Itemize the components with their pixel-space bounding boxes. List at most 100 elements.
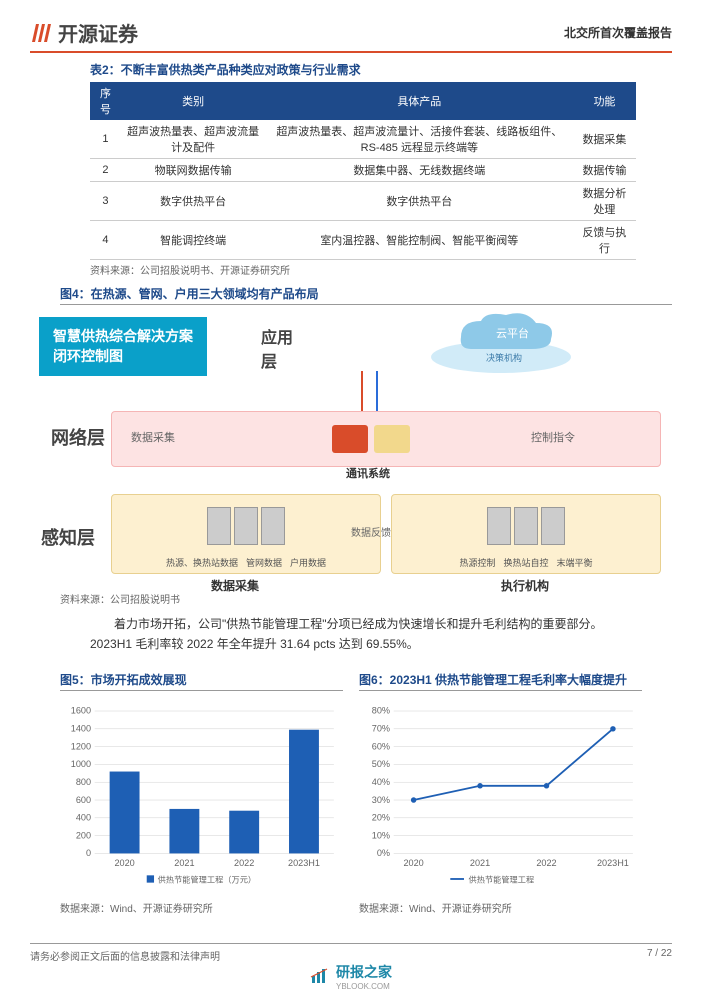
sense-sub: 管网数据 bbox=[246, 556, 282, 569]
decision-label: 决策机构 bbox=[486, 352, 522, 363]
svg-text:0%: 0% bbox=[377, 848, 390, 858]
exec-block: 热源控制 换热站自控 末端平衡 bbox=[391, 494, 661, 574]
layer-app: 应用层 bbox=[261, 324, 301, 372]
fig6-title: 图6：2023H1 供热节能管理工程毛利率大幅度提升 bbox=[359, 671, 642, 691]
table-cell: 数据分析处理 bbox=[573, 182, 636, 221]
sense-sub: 末端平衡 bbox=[557, 556, 593, 569]
table-cell: 4 bbox=[90, 221, 121, 260]
table-cell: 智能调控终端 bbox=[121, 221, 266, 260]
th-1: 类别 bbox=[121, 82, 266, 120]
page-header: 开源证券 北交所首次覆盖报告 bbox=[30, 18, 672, 53]
brand-name: 研报之家 bbox=[336, 962, 392, 982]
table-cell: 数据采集 bbox=[573, 120, 636, 159]
fig4-title: 图4：在热源、管网、户用三大领域均有产品布局 bbox=[60, 285, 672, 305]
fig6-source: 数据来源：Wind、开源证券研究所 bbox=[359, 900, 642, 915]
svg-text:供热节能管理工程: 供热节能管理工程 bbox=[469, 874, 535, 884]
table-cell: 物联网数据传输 bbox=[121, 159, 266, 182]
net-label-control: 控制指令 bbox=[531, 429, 575, 445]
sense-sub: 户用数据 bbox=[290, 556, 326, 569]
comm-system: 通讯系统 bbox=[346, 465, 390, 481]
equip-icon bbox=[234, 507, 258, 545]
table-cell: 数字供热平台 bbox=[121, 182, 266, 221]
svg-text:2022: 2022 bbox=[536, 858, 556, 868]
svg-text:1000: 1000 bbox=[71, 759, 91, 769]
svg-text:50%: 50% bbox=[372, 759, 390, 769]
collect-block: 热源、换热站数据 管网数据 户用数据 bbox=[111, 494, 381, 574]
table-cell: 数据传输 bbox=[573, 159, 636, 182]
layer-net: 网络层 bbox=[51, 424, 105, 450]
net-label-collect: 数据采集 bbox=[131, 429, 175, 445]
body-paragraph: 着力市场开拓，公司"供热节能管理工程"分项已经成为快速增长和提升毛利结构的重要部… bbox=[90, 614, 642, 655]
svg-text:800: 800 bbox=[76, 777, 91, 787]
exec-title: 执行机构 bbox=[501, 577, 549, 594]
equip-icon bbox=[261, 507, 285, 545]
svg-text:40%: 40% bbox=[372, 777, 390, 787]
sense-sub: 热源、换热站数据 bbox=[166, 556, 238, 569]
table-cell: 超声波热量表、超声波流量计及配件 bbox=[121, 120, 266, 159]
sense-sub: 换热站自控 bbox=[503, 556, 548, 569]
fig5-title: 图5：市场开拓成效展现 bbox=[60, 671, 343, 691]
svg-text:2021: 2021 bbox=[470, 858, 490, 868]
comm-devices bbox=[311, 417, 431, 461]
table-cell: 数字供热平台 bbox=[265, 182, 573, 221]
svg-text:2023H1: 2023H1 bbox=[597, 858, 629, 868]
sense-sub: 热源控制 bbox=[459, 556, 495, 569]
svg-text:20%: 20% bbox=[372, 812, 390, 822]
diagram-title-l2: 闭环控制图 bbox=[53, 347, 193, 367]
fig6-chart: 0% 10% 20% 30% 40% 50% 60% 70% 80% 2020 2021 2022 20… bbox=[359, 695, 642, 895]
page-number: 7 / 22 bbox=[647, 948, 672, 963]
table-cell: 3 bbox=[90, 182, 121, 221]
svg-text:60%: 60% bbox=[372, 741, 390, 751]
svg-text:2021: 2021 bbox=[174, 858, 194, 868]
svg-text:供热节能管理工程（万元）: 供热节能管理工程（万元） bbox=[158, 874, 256, 884]
disclaimer: 请务必参阅正文后面的信息披露和法律声明 bbox=[30, 948, 220, 963]
arrow-down bbox=[376, 371, 378, 411]
svg-text:2022: 2022 bbox=[234, 858, 254, 868]
logo: 开源证券 bbox=[30, 18, 138, 47]
svg-text:1600: 1600 bbox=[71, 706, 91, 716]
brand-sub: YBLOOK.COM bbox=[336, 982, 392, 991]
svg-text:2020: 2020 bbox=[114, 858, 134, 868]
feedback-label: 数据反馈 bbox=[351, 524, 391, 539]
svg-text:200: 200 bbox=[76, 830, 91, 840]
table-cell: 2 bbox=[90, 159, 121, 182]
table-cell: 1 bbox=[90, 120, 121, 159]
layer-sense: 感知层 bbox=[41, 524, 95, 550]
svg-text:10%: 10% bbox=[372, 830, 390, 840]
arrow-up bbox=[361, 371, 363, 411]
fig4-diagram: 智慧供热综合解决方案 闭环控制图 应用层 云平台 决策机构 网络层 数据采集 控… bbox=[31, 309, 671, 589]
device-icon bbox=[332, 425, 368, 453]
th-3: 功能 bbox=[573, 82, 636, 120]
brand-icon bbox=[310, 967, 330, 985]
footer: 请务必参阅正文后面的信息披露和法律声明 7 / 22 bbox=[30, 943, 672, 963]
cloud-label: 云平台 bbox=[496, 326, 529, 340]
th-0: 序号 bbox=[90, 82, 121, 120]
svg-text:0: 0 bbox=[86, 848, 91, 858]
table-cell: 数据集中器、无线数据终端 bbox=[265, 159, 573, 182]
svg-text:70%: 70% bbox=[372, 723, 390, 733]
fig5-source: 数据来源：Wind、开源证券研究所 bbox=[60, 900, 343, 915]
diagram-title: 智慧供热综合解决方案 闭环控制图 bbox=[39, 317, 207, 376]
equip-icon bbox=[207, 507, 231, 545]
svg-text:600: 600 bbox=[76, 795, 91, 805]
table2-title: 表2：不断丰富供热类产品种类应对政策与行业需求 bbox=[90, 61, 672, 78]
svg-text:30%: 30% bbox=[372, 795, 390, 805]
svg-text:2023H1: 2023H1 bbox=[288, 858, 320, 868]
report-type: 北交所首次覆盖报告 bbox=[564, 24, 672, 41]
table2: 序号 类别 具体产品 功能 1超声波热量表、超声波流量计及配件超声波热量表、超声… bbox=[90, 82, 636, 260]
th-2: 具体产品 bbox=[265, 82, 573, 120]
cloud: 云平台 决策机构 bbox=[411, 309, 591, 379]
equip-icon bbox=[541, 507, 565, 545]
svg-text:2020: 2020 bbox=[403, 858, 423, 868]
logo-icon bbox=[30, 20, 52, 46]
equip-icon bbox=[514, 507, 538, 545]
diagram-title-l1: 智慧供热综合解决方案 bbox=[53, 327, 193, 347]
equip-icon bbox=[487, 507, 511, 545]
svg-text:80%: 80% bbox=[372, 706, 390, 716]
collect-title: 数据采集 bbox=[211, 577, 259, 594]
svg-text:1200: 1200 bbox=[71, 741, 91, 751]
fig5-chart: 0200400600800100012001400160020202021202… bbox=[60, 695, 343, 895]
table-cell: 反馈与执行 bbox=[573, 221, 636, 260]
table-cell: 超声波热量表、超声波流量计、活接件套装、线路板组件、RS-485 远程显示终端等 bbox=[265, 120, 573, 159]
fig4-source: 资料来源：公司招股说明书 bbox=[60, 591, 672, 606]
